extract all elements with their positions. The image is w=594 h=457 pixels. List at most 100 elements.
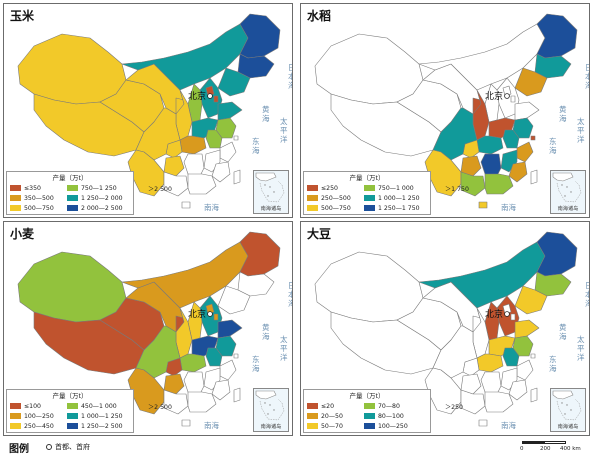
legend-label: 250—500: [321, 194, 351, 202]
legend-swatch: [307, 185, 318, 191]
legend-title: 产量（万t）: [52, 392, 88, 400]
capital-marker-icon: [207, 93, 213, 99]
province-fujian: [211, 379, 231, 401]
legend-swatch: [10, 195, 21, 201]
sea-label-4: 南海: [204, 202, 219, 212]
sea-label-3: 平: [280, 344, 288, 353]
province-beijing: [205, 85, 215, 97]
sea-label-4: 南海: [501, 202, 516, 212]
legend-box: 产量（万t） ≤20 20—50 50—70 70—80 80—100 100—250 ＞2…: [303, 389, 463, 433]
legend-items: ≤350 350—500 500—750 750—1 250 1 250—2 000 2 …: [10, 183, 172, 213]
sea-label-0: 本: [585, 289, 590, 299]
legend-item: 500—750: [307, 203, 363, 213]
south-china-sea-inset: 南海诸岛: [253, 170, 289, 214]
sea-label-1: 黄: [262, 104, 270, 114]
sea-label-2: 海: [549, 363, 557, 373]
legend-label: 100—250: [378, 422, 408, 430]
province-tianjin: [510, 95, 516, 103]
legend-title: 产量（万t）: [349, 392, 385, 400]
legend-item: 250—500: [307, 193, 363, 203]
province-shandong: [217, 101, 243, 121]
province-hubei: [179, 353, 207, 373]
sea-label-0: 日: [585, 281, 590, 290]
province-guizhou: [163, 373, 185, 395]
legend-label: 1 250—2 500: [81, 422, 123, 430]
capital-legend: 首都、首府: [46, 442, 90, 452]
sea-label-0: 海: [288, 80, 293, 90]
legend-item: 450—1 000: [67, 401, 133, 411]
legend-label: ＞2 500: [148, 185, 172, 193]
legend-swatch: [67, 195, 78, 201]
legend-items: ≤20 20—50 50—70 70—80 80—100 100—250 ＞250: [307, 401, 463, 431]
legend-swatch: [364, 413, 375, 419]
legend-swatch: [67, 413, 78, 419]
figure-footer: 图例 首都、首府 0 200 400 km: [0, 438, 594, 457]
legend-swatch: [307, 413, 318, 419]
inset-map: [255, 390, 285, 421]
scale-bar: 0 200 400 km: [520, 440, 582, 454]
legend-label: 450—1 000: [81, 402, 117, 410]
province-taiwan: [530, 387, 538, 403]
capital-label: 北京: [485, 90, 503, 102]
legend-swatch: [307, 195, 318, 201]
capital-marker-icon: [207, 311, 213, 317]
province-guizhou: [163, 155, 185, 177]
legend-item: ≤250: [307, 183, 363, 193]
legend-items: ≤100 100—250 250—450 450—1 000 1 000—1 250 1 …: [10, 401, 172, 431]
south-china-sea-inset: 南海诸岛: [550, 170, 586, 214]
sea-label-4: 南海: [501, 420, 516, 430]
sea-label-3: 太: [280, 334, 288, 344]
legend-title: 产量（万t）: [349, 174, 385, 182]
sea-label-3: 洋: [577, 134, 585, 144]
sea-label-2: 东: [549, 354, 557, 364]
legend-label: 1 250—1 750: [378, 204, 420, 212]
legend-item: 100—250: [364, 421, 430, 431]
province-map: 北京日本海黄海东海太平洋南海: [301, 4, 590, 217]
province-yunnan: [127, 149, 165, 197]
legend-box: 产量（万t） ≤250 250—500 500—750 750—1 000 1 000—…: [303, 171, 469, 215]
legend-label: 80—100: [378, 412, 404, 420]
legend-swatch: [67, 403, 78, 409]
province-guangdong: [187, 173, 217, 195]
legend-swatch: [307, 423, 318, 429]
province-yunnan: [424, 367, 462, 415]
sea-label-0: 日: [585, 63, 590, 72]
province-hubei: [179, 135, 207, 155]
inset-map: [255, 172, 285, 203]
province-guizhou: [460, 373, 482, 395]
legend-swatch: [364, 423, 375, 429]
sea-label-0: 本: [585, 71, 590, 81]
legend-swatch: [364, 195, 375, 201]
province-hainan: [478, 201, 488, 209]
sea-label-3: 太: [280, 116, 288, 126]
legend-item: 1 250—2 500: [67, 421, 133, 431]
legend-swatch: [364, 403, 375, 409]
legend-label: 70—80: [378, 402, 400, 410]
sea-label-3: 平: [280, 126, 288, 135]
province-shanghai: [233, 135, 239, 141]
capital-legend-label: 首都、首府: [55, 443, 90, 451]
legend-box: 产量（万t） ≤100 100—250 250—450 450—1 000 1 000—…: [6, 389, 172, 433]
province-shandong: [217, 319, 243, 339]
legend-label: 250—450: [24, 422, 54, 430]
province-guangdong: [484, 391, 514, 413]
legend-item: 350—500: [10, 193, 66, 203]
province-yunnan: [424, 149, 462, 197]
legend-swatch: [307, 403, 318, 409]
legend-label: 1 000—1 250: [81, 412, 123, 420]
sea-label-3: 太: [577, 334, 585, 344]
province-fujian: [508, 379, 528, 401]
legend-item: ≤350: [10, 183, 66, 193]
legend-swatch: [10, 205, 21, 211]
sea-label-2: 东: [549, 136, 557, 146]
legend-swatch: [134, 403, 145, 409]
province-hubei: [476, 353, 504, 373]
capital-label: 北京: [188, 308, 206, 320]
sea-label-3: 太: [577, 116, 585, 126]
inset-label: 南海诸岛: [260, 424, 282, 430]
capital-marker-icon: [504, 93, 510, 99]
legend-item: ＞250: [431, 401, 463, 411]
legend-item: 50—70: [307, 421, 363, 431]
sea-label-0: 海: [585, 80, 590, 90]
legend-item: ＞1 750: [431, 183, 469, 193]
